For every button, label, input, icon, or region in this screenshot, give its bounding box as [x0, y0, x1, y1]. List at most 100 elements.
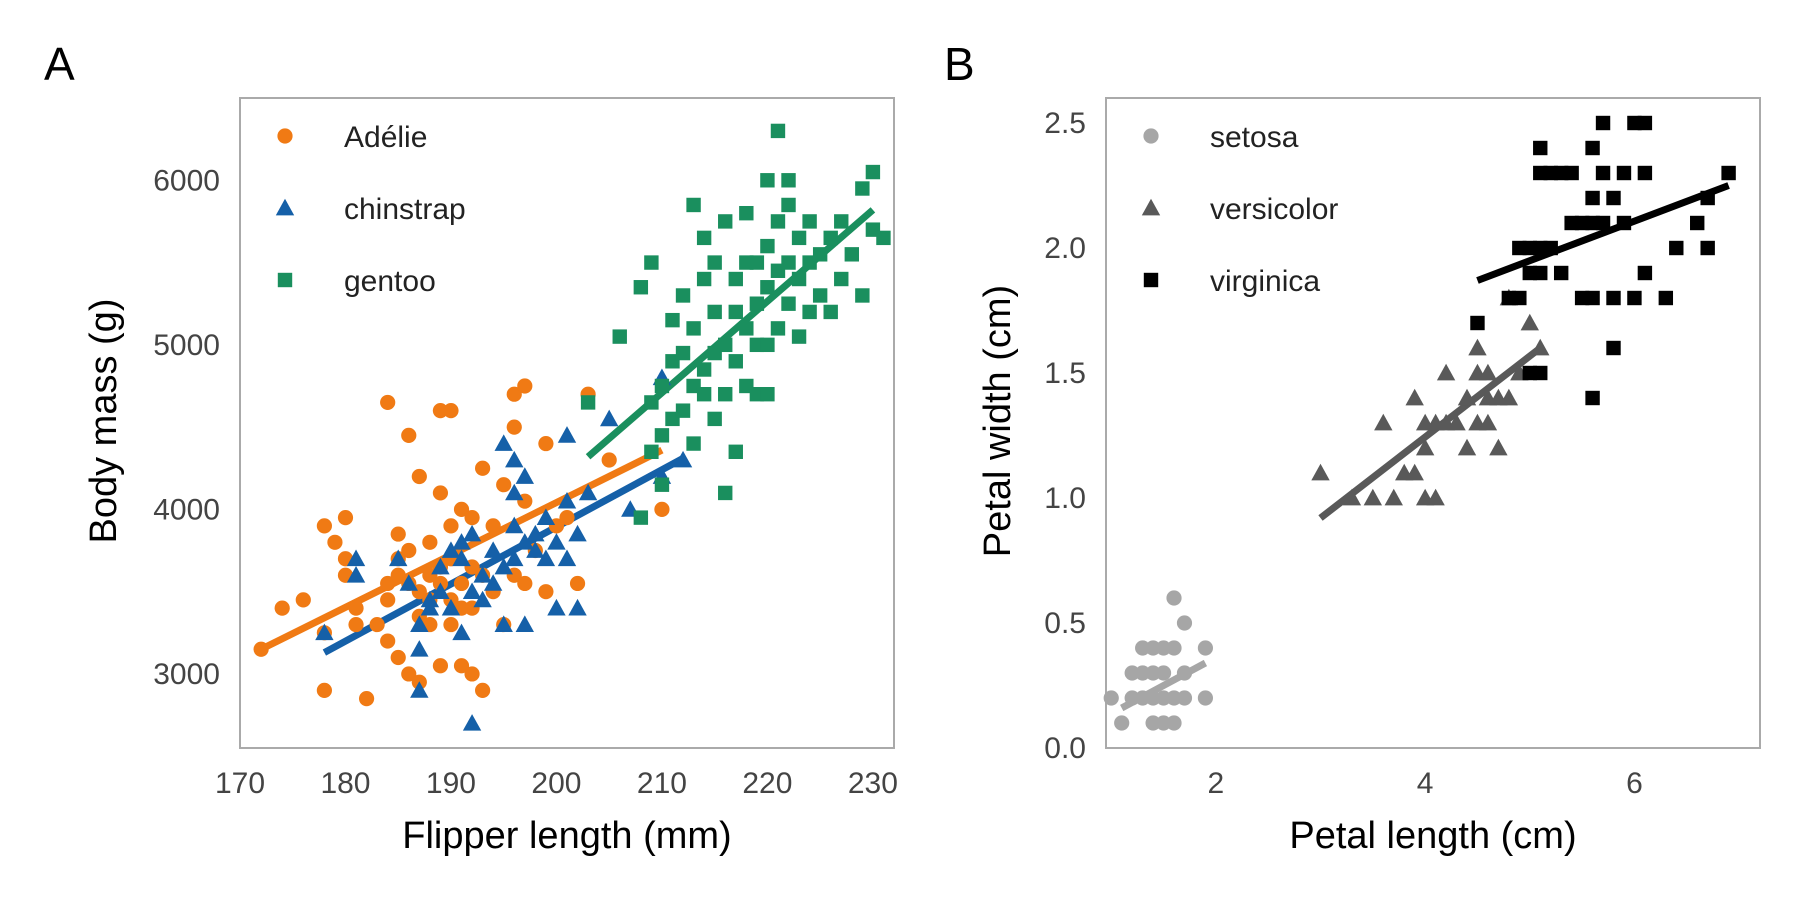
virginica-point — [1658, 290, 1674, 306]
gentoo-point — [802, 304, 817, 320]
setosa-legend-label: setosa — [1210, 121, 1299, 154]
virginica-point — [1533, 265, 1548, 281]
chinstrap-point — [568, 524, 587, 542]
panel-a-y-tick-label: 3000 — [153, 658, 220, 691]
gentoo-point — [707, 304, 722, 320]
virginica-point — [1637, 165, 1653, 181]
panel-a-points — [253, 123, 891, 731]
gentoo-point — [654, 477, 670, 492]
chinstrap-point — [494, 615, 513, 632]
chinstrap-point — [515, 533, 535, 550]
gentoo-point — [823, 230, 838, 246]
chinstrap-point — [505, 516, 524, 534]
virginica-point — [1553, 265, 1569, 281]
virginica-point — [1564, 165, 1579, 181]
panel-b-y-tick-label: 2.0 — [1044, 232, 1086, 265]
chinstrap-point — [315, 623, 334, 641]
adelie-point — [380, 575, 396, 592]
setosa-point — [1145, 665, 1161, 681]
gentoo-point — [675, 345, 691, 361]
panel-b-points — [1103, 115, 1736, 731]
setosa-point — [1145, 690, 1161, 706]
adelie-point — [453, 575, 470, 592]
chinstrap-point — [526, 524, 545, 542]
gentoo-legend-marker — [277, 272, 293, 288]
adelie-point — [559, 510, 575, 526]
versicolor-legend-marker — [1141, 198, 1161, 216]
virginica-point — [1637, 265, 1653, 281]
setosa-point — [1155, 640, 1172, 656]
adelie-point — [464, 666, 480, 682]
panel-b-y-ticks: 0.0 0.5 1.0 1.5 2.0 2.5 — [1044, 107, 1086, 765]
panel-a-plot-frame — [239, 97, 895, 749]
adelie-point — [295, 592, 311, 608]
setosa-point — [1176, 690, 1193, 706]
setosa-point — [1114, 715, 1130, 731]
adelie-point — [538, 435, 554, 452]
versicolor-point — [1405, 388, 1424, 406]
chinstrap-point — [515, 467, 535, 484]
gentoo-point — [781, 296, 796, 311]
gentoo-point — [834, 214, 849, 229]
chinstrap-point — [473, 566, 492, 583]
panel-a-x-axis-label: Flipper length (mm) — [402, 815, 731, 857]
gentoo-point — [728, 271, 743, 287]
gentoo-point — [654, 428, 670, 443]
versicolor-point — [1478, 413, 1498, 431]
panel-b-x-tick-label: 6 — [1626, 767, 1643, 800]
chinstrap-point — [441, 541, 461, 558]
gentoo-point — [644, 395, 659, 410]
virginica-point — [1543, 240, 1558, 256]
gentoo-point — [686, 436, 701, 451]
chinstrap-point — [483, 541, 503, 558]
chinstrap-point — [389, 549, 408, 567]
panel-a-x-tick-label: 220 — [742, 767, 792, 800]
gentoo-point — [812, 288, 828, 303]
adelie-point — [506, 386, 522, 402]
gentoo-point — [633, 280, 649, 295]
panel-b-x-ticks: 2 4 6 — [1208, 767, 1643, 800]
setosa-point — [1166, 640, 1182, 656]
adelie-point — [316, 682, 332, 699]
virginica-point — [1585, 190, 1600, 206]
panel-b-y-tick-label: 1.0 — [1044, 482, 1086, 515]
panel-a-y-tick-label: 5000 — [153, 329, 220, 362]
setosa-point — [1155, 690, 1172, 706]
adelie-point — [401, 666, 417, 682]
versicolor-point — [1457, 438, 1477, 456]
setosa-point — [1145, 640, 1161, 656]
panel-b-y-tick-label: 2.5 — [1044, 107, 1086, 140]
panel-a-x-ticks: 170 180 190 200 210 220 230 — [215, 767, 898, 800]
gentoo-point — [665, 312, 680, 328]
adelie-point — [453, 501, 470, 517]
adelie-point — [411, 468, 427, 485]
virginica-point — [1627, 290, 1642, 306]
virginica-point — [1700, 240, 1715, 256]
gentoo-point — [633, 510, 649, 525]
adelie-point — [464, 510, 480, 526]
adelie-point — [453, 658, 470, 674]
gentoo-point — [696, 387, 712, 402]
setosa-point — [1155, 665, 1172, 681]
versicolor-point — [1447, 413, 1466, 431]
gentoo-point — [791, 230, 807, 246]
adelie-point — [401, 427, 417, 443]
gentoo-point — [654, 378, 670, 394]
adelie-point — [390, 526, 406, 542]
versicolor-point — [1457, 388, 1477, 406]
gentoo-point — [865, 164, 881, 180]
adelie-point — [348, 600, 364, 616]
adelie-point — [316, 518, 332, 534]
virginica-point — [1533, 140, 1548, 156]
versicolor-point — [1531, 338, 1550, 356]
versicolor-point — [1363, 488, 1383, 506]
setosa-legend-marker — [1143, 128, 1159, 144]
gentoo-point — [686, 321, 701, 336]
gentoo-point — [739, 205, 754, 221]
adelie-point — [327, 534, 343, 550]
chinstrap-point — [557, 549, 577, 567]
setosa-point — [1103, 690, 1119, 706]
chinstrap-point — [536, 549, 556, 567]
chinstrap-point — [599, 409, 619, 427]
